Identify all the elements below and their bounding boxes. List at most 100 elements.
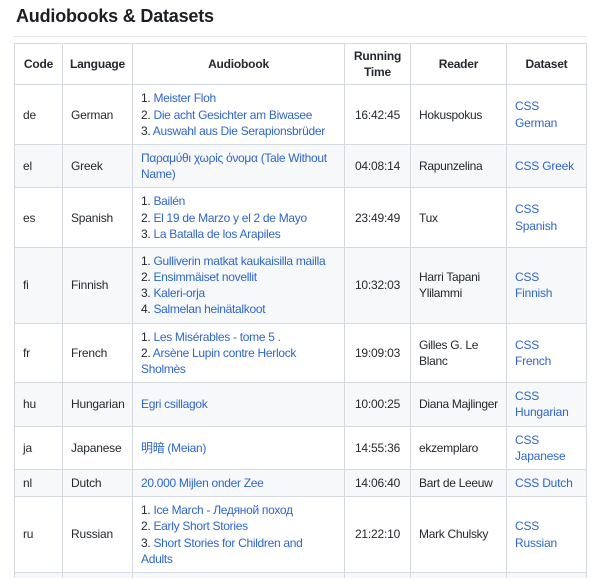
language-cell: French	[62, 322, 133, 384]
audiobook-cell: 明暗 (Meian)	[132, 425, 345, 470]
audiobook-link[interactable]: Les Misérables - tome 5 .	[153, 329, 281, 344]
language-cell: Chinese	[62, 571, 133, 578]
dataset-link[interactable]: CSS Russian	[515, 519, 557, 550]
audiobook-item-number: 2.	[141, 107, 154, 122]
audiobook-item: Egri csillagok	[141, 396, 336, 412]
audiobook-link[interactable]: Arsène Lupin contre Herlock Sholmès	[141, 345, 297, 376]
header-cell-running-time: Running Time	[344, 42, 411, 86]
audiobook-link[interactable]: Παραμύθι χωρίς όνομα (Tale Without Name)	[141, 150, 327, 182]
code-cell: nl	[14, 468, 63, 498]
dataset-cell: CSS French	[506, 322, 587, 384]
audiobook-item: 2. Ensimmäiset novellit	[141, 269, 336, 285]
audiobook-item-number: 1.	[141, 253, 154, 268]
running-time-cell: 14:55:36	[344, 425, 411, 470]
table-row: ru Russian 1. Ice March - Ледяной поход 2. …	[14, 496, 587, 573]
audiobook-link[interactable]: 明暗 (Meian)	[141, 440, 207, 455]
audiobook-item: 明暗 (Meian)	[141, 440, 336, 456]
audiobook-link[interactable]: Meister Floh	[153, 91, 216, 106]
code-cell: es	[14, 187, 63, 248]
audiobook-cell: 1. 朝花夕拾 (Chao Hua Si She))2. 呐喊 (Call to…	[132, 571, 345, 578]
reader-cell: Jing Li	[410, 571, 507, 578]
language-cell: Dutch	[62, 468, 133, 498]
audiobook-link[interactable]: La Batalla de los Arapiles	[153, 226, 281, 241]
running-time-cell: 06:27:04	[344, 571, 411, 578]
header-cell-dataset: Dataset	[506, 42, 587, 86]
audiobook-cell: 20.000 Mijlen onder Zee	[132, 468, 345, 498]
audiobook-item: 3. La Batalla de los Arapiles	[141, 226, 336, 242]
audiobook-item: 4. Salmelan heinätalkoot	[141, 301, 336, 317]
reader-cell: Rapunzelina	[410, 143, 507, 189]
language-cell: Finnish	[62, 246, 133, 324]
dataset-link[interactable]: CSS Dutch	[515, 475, 573, 490]
header-cell-code: Code	[14, 42, 63, 86]
audiobook-link[interactable]: 20.000 Mijlen onder Zee	[141, 475, 264, 490]
running-time-cell: 10:32:03	[344, 246, 411, 324]
code-cell: ru	[14, 496, 63, 573]
running-time-cell: 10:00:25	[344, 382, 411, 427]
audiobook-link[interactable]: Early Short Stories	[153, 519, 248, 534]
dataset-link[interactable]: CSS Finnish	[515, 270, 553, 301]
language-cell: Russian	[62, 496, 133, 573]
audiobook-item: 1. Ice March - Ледяной поход	[141, 502, 336, 518]
dataset-cell: CSS Finnish	[506, 246, 587, 324]
running-time-cell: 14:06:40	[344, 468, 411, 498]
language-cell: Japanese	[62, 425, 133, 470]
audiobook-item-number: 2.	[141, 519, 154, 534]
language-cell: Greek	[62, 143, 133, 189]
dataset-cell: CSS Greek	[506, 143, 587, 189]
reader-cell: Mark Chulsky	[410, 496, 507, 573]
audiobook-link[interactable]: Bailén	[153, 194, 186, 209]
table-row: ja Japanese 明暗 (Meian) 14:55:36 ekzemplaro CS…	[14, 425, 587, 470]
header-row: Code Language Audiobook Running Time Reader D…	[14, 42, 587, 86]
code-cell: de	[14, 84, 63, 145]
reader-cell: Bart de Leeuw	[410, 468, 507, 498]
dataset-link[interactable]: CSS French	[515, 337, 552, 368]
running-time-cell: 19:09:03	[344, 322, 411, 384]
audiobook-item-number: 4.	[141, 302, 154, 317]
dataset-link[interactable]: CSS German	[515, 99, 558, 130]
running-time-cell: 04:08:14	[344, 143, 411, 189]
code-cell: zh	[14, 571, 63, 578]
dataset-link[interactable]: CSS Spanish	[515, 202, 557, 233]
dataset-link[interactable]: CSS Hungarian	[515, 389, 569, 420]
reader-cell: Harri Tapani Ylilammi	[410, 246, 507, 324]
audiobook-item-number: 1.	[141, 329, 154, 344]
code-cell: el	[14, 143, 63, 189]
audiobook-link[interactable]: Ice March - Ледяной поход	[153, 503, 293, 518]
reader-cell: Gilles G. Le Blanc	[410, 322, 507, 384]
audiobook-item: Παραμύθι χωρίς όνομα (Tale Without Name)	[141, 150, 336, 182]
audiobook-link[interactable]: El 19 de Marzo y el 2 de Mayo	[153, 210, 307, 225]
audiobook-link[interactable]: Die acht Gesichter am Biwasee	[153, 107, 313, 122]
dataset-cell: CSS German	[506, 84, 587, 145]
header-cell-audiobook: Audiobook	[132, 42, 345, 86]
dataset-cell: CSS Hungarian	[506, 382, 587, 427]
running-time-cell: 21:22:10	[344, 496, 411, 573]
audiobook-item-number: 3.	[141, 226, 154, 241]
dataset-cell: CSS Chinese	[506, 571, 587, 578]
audiobooks-table: Code Language Audiobook Running Time Reader D…	[14, 42, 587, 578]
audiobook-link[interactable]: Ensimmäiset novellit	[153, 270, 257, 285]
audiobook-item-number: 2.	[141, 345, 153, 360]
audiobook-item: 1. Les Misérables - tome 5 .	[141, 329, 336, 345]
language-cell: Hungarian	[62, 382, 133, 427]
reader-cell: ekzemplaro	[410, 425, 507, 470]
table-header: Code Language Audiobook Running Time Reader D…	[14, 42, 587, 86]
audiobook-link[interactable]: Short Stories for Children and Adults	[141, 535, 303, 566]
header-cell-language: Language	[62, 42, 133, 86]
audiobook-link[interactable]: Kaleri-orja	[153, 286, 205, 301]
audiobook-link[interactable]: Gulliverin matkat kaukaisilla mailla	[153, 253, 326, 268]
audiobook-item-number: 3.	[141, 286, 154, 301]
dataset-link[interactable]: CSS Japanese	[515, 432, 566, 463]
page-title: Audiobooks & Datasets	[14, 4, 586, 37]
table-row: hu Hungarian Egri csillagok 10:00:25 Diana M…	[14, 382, 587, 427]
table-row: el Greek Παραμύθι χωρίς όνομα (Tale Withou…	[14, 143, 587, 189]
audiobook-link[interactable]: Salmelan heinätalkoot	[153, 302, 266, 317]
header-cell-reader: Reader	[410, 42, 507, 86]
audiobook-item: 3. Auswahl aus Die Serapionsbrüder	[141, 123, 336, 139]
audiobook-link[interactable]: Egri csillagok	[141, 397, 208, 412]
dataset-link[interactable]: CSS Greek	[515, 159, 574, 174]
audiobook-link[interactable]: Auswahl aus Die Serapionsbrüder	[152, 123, 325, 138]
audiobook-item: 3. Short Stories for Children and Adults	[141, 535, 336, 567]
audiobook-cell: 1. Les Misérables - tome 5 . 2. Arsène Lu…	[132, 322, 345, 384]
